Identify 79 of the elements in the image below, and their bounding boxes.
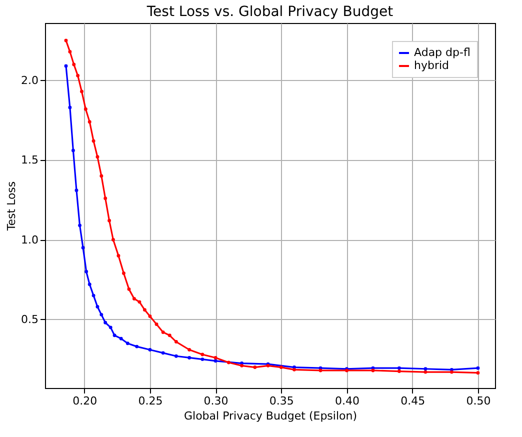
point — [397, 370, 401, 373]
point — [96, 304, 100, 308]
point — [142, 308, 146, 312]
point — [104, 196, 108, 200]
point — [68, 106, 72, 110]
point — [253, 366, 257, 370]
point — [371, 368, 375, 372]
point — [127, 287, 131, 291]
point — [397, 366, 401, 370]
y-tick-label: 0.5 — [21, 312, 38, 326]
point — [188, 356, 192, 360]
point — [318, 368, 322, 372]
point — [111, 238, 115, 242]
point — [161, 330, 165, 334]
point — [71, 148, 75, 152]
point — [112, 334, 116, 338]
x-tick-label: 0.30 — [204, 394, 228, 408]
x-axis-title: Global Privacy Budget (Epsilon) — [184, 410, 358, 422]
point — [200, 352, 204, 356]
point — [116, 254, 120, 258]
point — [92, 294, 96, 298]
point — [122, 272, 126, 275]
x-tick-label: 0.25 — [138, 394, 163, 408]
point — [84, 270, 88, 274]
point — [88, 120, 92, 124]
y-tick-label: 2.0 — [21, 74, 38, 87]
x-tick-label: 0.50 — [466, 394, 491, 408]
x-tick-label: 0.45 — [400, 394, 426, 408]
y-tick-label: 1.5 — [21, 154, 38, 167]
point — [92, 139, 96, 143]
point — [168, 334, 172, 338]
point — [132, 297, 136, 300]
point — [81, 246, 85, 250]
point — [76, 74, 80, 78]
point — [108, 326, 112, 330]
point — [292, 368, 296, 372]
point — [424, 367, 428, 371]
point — [279, 366, 283, 370]
point — [96, 155, 100, 159]
point — [135, 344, 139, 348]
point — [188, 348, 192, 352]
point — [78, 224, 82, 228]
point — [174, 354, 178, 358]
chart-title: Test Loss vs. Global Privacy Budget — [146, 4, 394, 20]
legend-label: hybrid — [414, 59, 450, 72]
point — [68, 50, 72, 54]
point — [64, 64, 68, 68]
point — [424, 370, 428, 374]
point — [226, 360, 230, 364]
point — [80, 90, 84, 94]
point — [174, 340, 178, 344]
point — [200, 358, 204, 362]
point — [154, 322, 158, 326]
point — [126, 342, 130, 346]
point — [148, 348, 152, 352]
point — [214, 356, 218, 360]
point — [476, 371, 480, 375]
point — [214, 359, 218, 363]
point — [104, 320, 108, 324]
point — [138, 300, 142, 304]
point — [100, 174, 104, 178]
point — [108, 218, 112, 222]
point — [148, 314, 152, 318]
x-tick-label: 0.20 — [72, 394, 98, 408]
point — [161, 351, 165, 355]
point — [88, 282, 92, 286]
y-axis-title: Test Loss — [5, 181, 18, 232]
point — [450, 370, 454, 374]
point — [74, 188, 78, 192]
x-tick-label: 0.40 — [335, 394, 360, 408]
y-tick-label: 1.0 — [21, 233, 38, 246]
point — [100, 312, 104, 316]
x-tick-label: 0.35 — [269, 394, 294, 408]
point — [72, 62, 76, 66]
legend-label: Adap dp-fl — [414, 46, 470, 59]
point — [84, 107, 88, 111]
point — [64, 38, 68, 42]
point — [119, 336, 123, 340]
point — [476, 366, 480, 370]
